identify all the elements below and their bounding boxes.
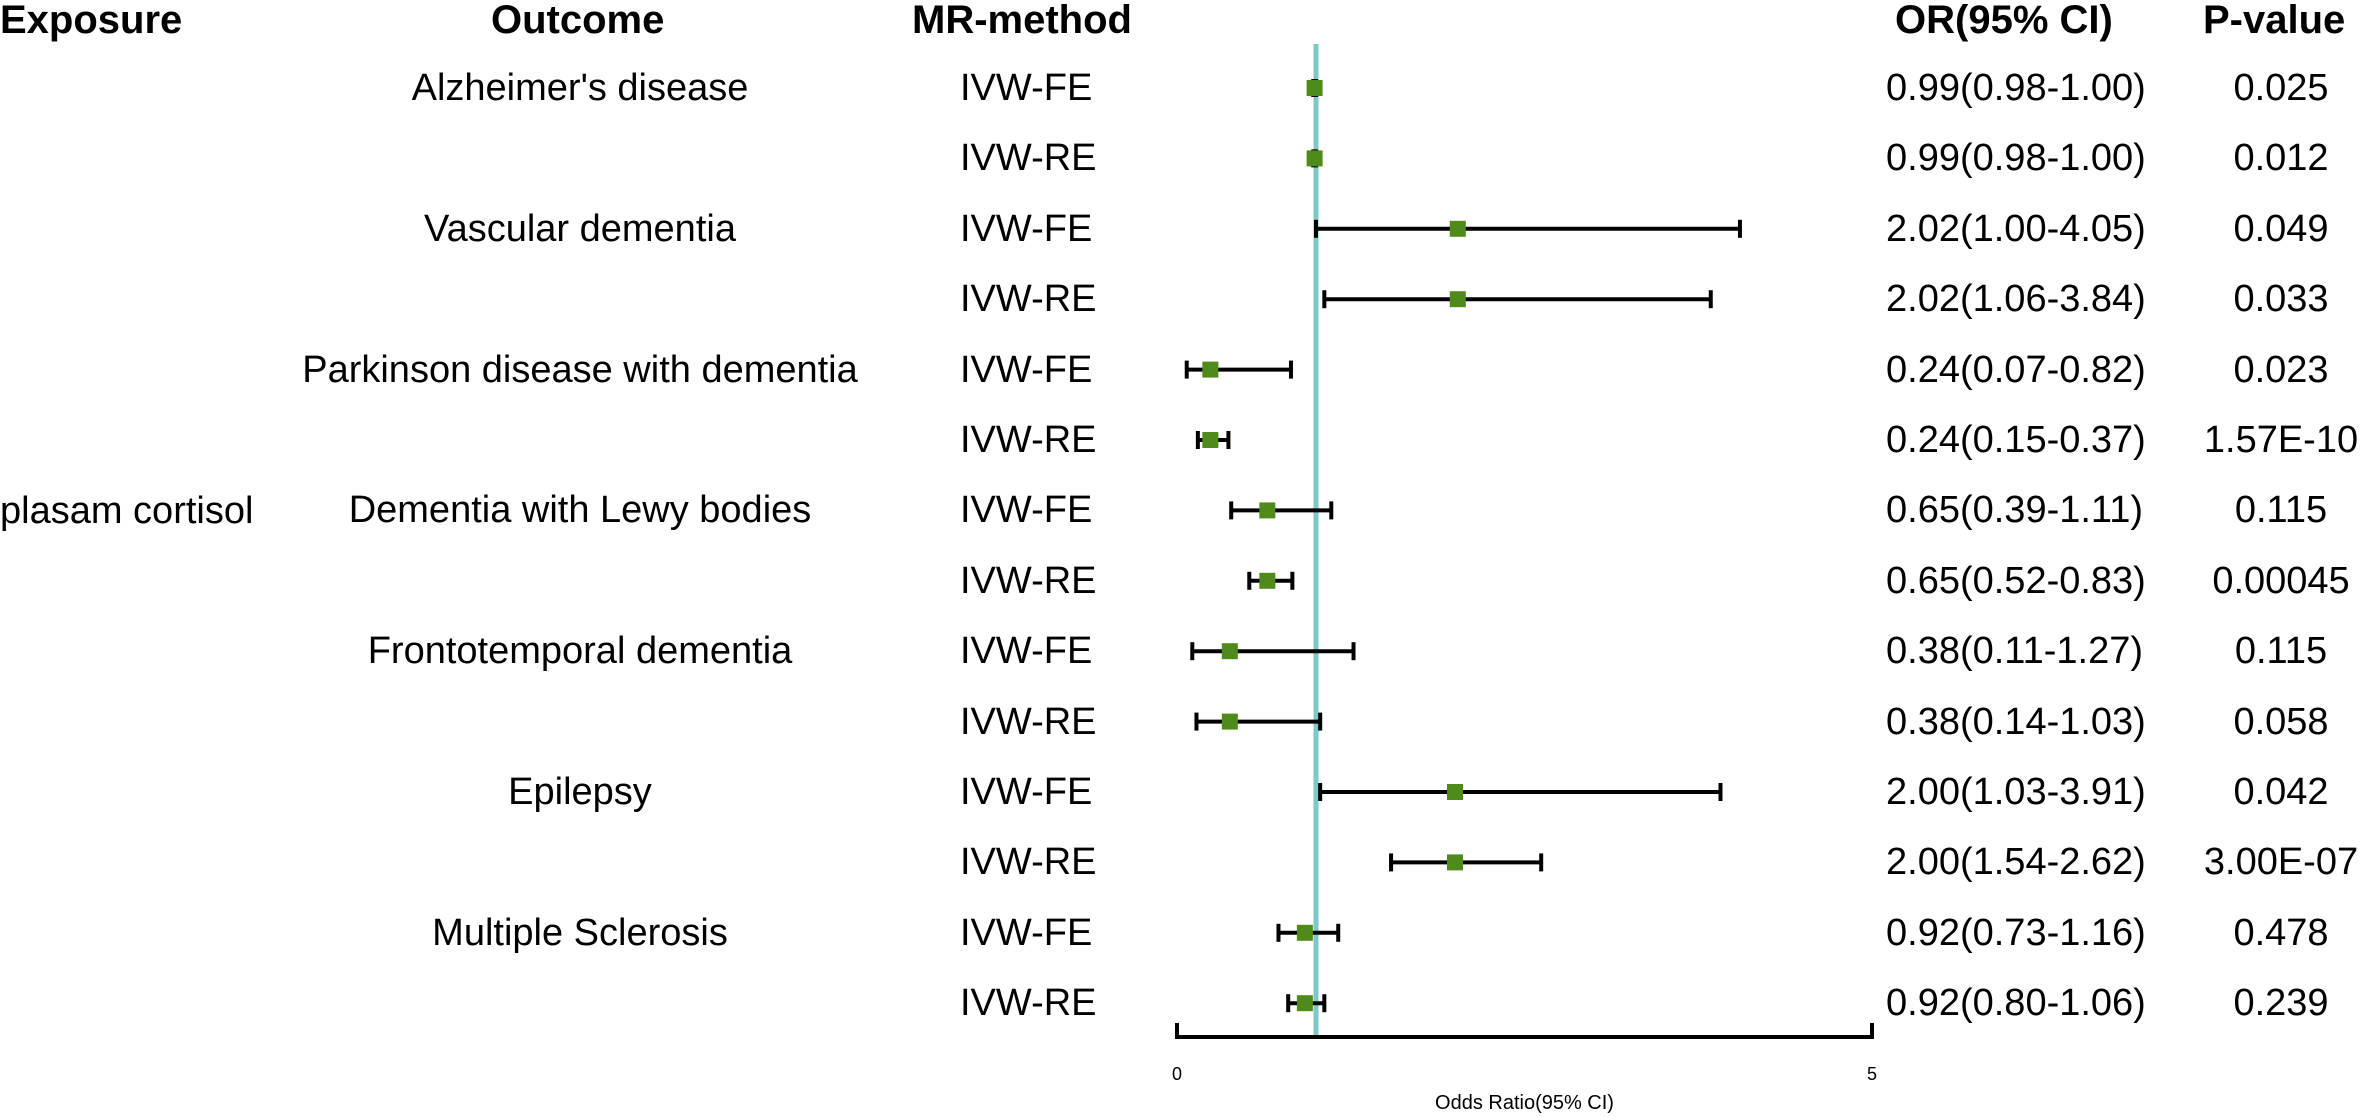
outcome-label: Frontotemporal dementia	[367, 630, 793, 673]
method-label: IVW-RE	[960, 419, 1097, 461]
or-point	[1296, 995, 1313, 1012]
p-value: 0.239	[2233, 982, 2329, 1025]
method-label: IVW-FE	[960, 630, 1093, 673]
or-ci-value: 0.65(0.52-0.83)	[1886, 559, 2146, 602]
x-tick-label-5: 5	[1867, 1064, 1877, 1084]
p-value: 0.042	[2233, 771, 2329, 813]
method-label: IVW-FE	[960, 67, 1093, 109]
or-point	[1259, 572, 1276, 589]
p-value: 0.023	[2233, 348, 2329, 391]
header-exposure: Exposure	[0, 0, 183, 42]
p-value: 0.00045	[2212, 559, 2350, 602]
p-value: 0.012	[2233, 137, 2329, 180]
or-point	[1202, 432, 1219, 448]
outcome-label: Alzheimer's disease	[411, 67, 749, 109]
header-or-ci: OR(95% CI)	[1895, 0, 2113, 42]
or-point	[1449, 291, 1466, 308]
or-ci-value: 0.99(0.98-1.00)	[1886, 67, 2146, 109]
p-value: 0.058	[2233, 700, 2329, 743]
method-label: IVW-FE	[960, 207, 1093, 250]
header-mr-method: MR-method	[912, 0, 1132, 42]
x-tick-label-0: 0	[1172, 1064, 1182, 1084]
or-ci-value: 0.38(0.14-1.03)	[1886, 700, 2146, 743]
or-point	[1221, 713, 1238, 730]
method-label: IVW-RE	[960, 700, 1097, 743]
method-label: IVW-RE	[960, 559, 1097, 602]
or-point	[1449, 220, 1466, 237]
p-value: 1.57E-10	[2203, 419, 2359, 461]
outcome-label: Multiple Sclerosis	[432, 911, 728, 954]
or-ci-value: 0.38(0.11-1.27)	[1886, 630, 2144, 673]
or-point	[1447, 854, 1463, 871]
method-label: IVW-RE	[960, 278, 1097, 321]
outcome-label: Vascular dementia	[424, 207, 736, 250]
or-ci-value: 2.00(1.54-2.62)	[1886, 841, 2146, 884]
or-ci-value: 0.65(0.39-1.11)	[1886, 489, 2144, 532]
method-label: IVW-RE	[960, 982, 1097, 1025]
or-point	[1447, 784, 1463, 800]
forest-marks	[1184, 79, 1742, 1013]
method-label: IVW-FE	[960, 348, 1093, 391]
or-ci-value: 0.24(0.07-0.82)	[1886, 348, 2146, 391]
or-ci-value: 2.02(1.06-3.84)	[1886, 278, 2146, 321]
outcome-label: Parkinson disease with dementia	[302, 348, 858, 391]
or-ci-value: 0.24(0.15-0.37)	[1886, 419, 2146, 461]
exposure-label: plasam cortisol	[0, 490, 254, 532]
method-label: IVW-RE	[960, 137, 1097, 180]
outcome-label: Dementia with Lewy bodies	[348, 489, 812, 532]
p-value: 0.115	[2234, 630, 2328, 673]
or-point	[1296, 924, 1313, 941]
header-p-value: P-value	[2203, 0, 2346, 42]
or-ci-value: 0.92(0.80-1.06)	[1886, 982, 2146, 1025]
method-label: IVW-FE	[960, 911, 1093, 954]
or-ci-value: 0.92(0.73-1.16)	[1886, 911, 2146, 954]
or-point	[1306, 80, 1323, 96]
p-value: 0.115	[2234, 489, 2328, 532]
or-ci-value: 0.99(0.98-1.00)	[1886, 137, 2146, 180]
p-value: 0.033	[2233, 278, 2329, 321]
method-label: IVW-RE	[960, 841, 1097, 884]
header-outcome: Outcome	[491, 0, 665, 42]
x-axis-title: Odds Ratio(95% CI)	[1435, 1092, 1614, 1114]
or-ci-value: 2.02(1.00-4.05)	[1886, 207, 2146, 250]
method-label: IVW-FE	[960, 771, 1093, 813]
or-point	[1221, 643, 1238, 660]
p-value: 0.478	[2233, 911, 2329, 954]
method-label: IVW-FE	[960, 489, 1093, 532]
or-point	[1259, 502, 1276, 519]
p-value: 0.025	[2233, 67, 2329, 109]
p-value: 3.00E-07	[2203, 841, 2359, 884]
p-value: 0.049	[2233, 207, 2329, 250]
or-point	[1306, 150, 1323, 167]
outcome-label: Epilepsy	[508, 771, 652, 813]
or-point	[1202, 361, 1219, 378]
or-ci-value: 2.00(1.03-3.91)	[1886, 771, 2146, 813]
